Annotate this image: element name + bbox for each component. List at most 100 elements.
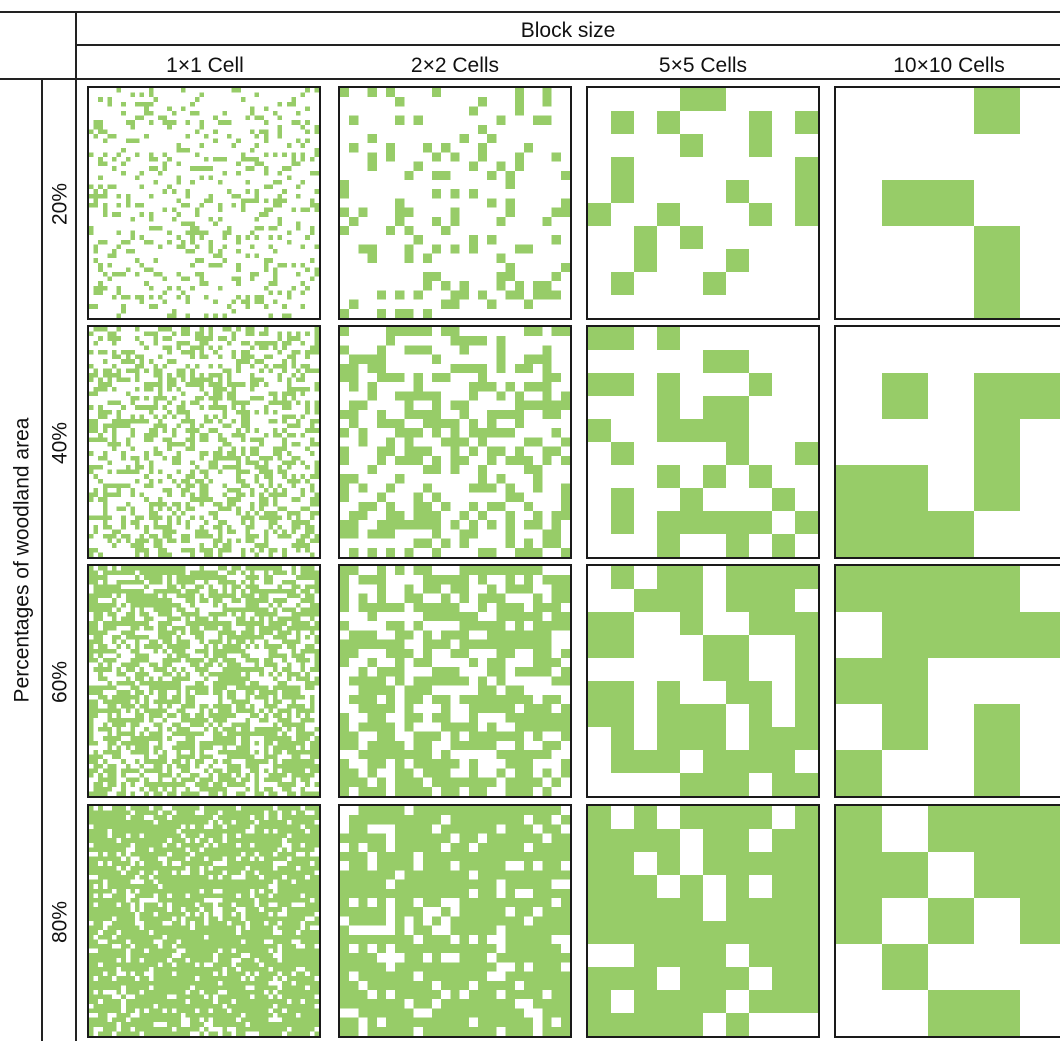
woodland-block [314,602,319,608]
woodland-block [130,428,135,433]
woodland-block [505,180,515,190]
woodland-block [795,727,818,750]
woodland-block [93,824,99,829]
woodland-block [254,584,260,589]
woodland-block [309,773,315,778]
woodland-block [144,111,149,116]
woodland-block [176,368,181,373]
woodland-block [296,727,301,732]
woodland-block [171,120,177,125]
woodland-block [496,428,506,438]
woodland-block [524,520,534,530]
woodland-block [300,598,306,603]
woodland-block [222,579,227,585]
woodland-block [273,750,278,755]
woodland-block [194,782,200,787]
woodland-block [296,722,301,727]
woodland-block [130,865,135,871]
woodland-block [116,483,122,488]
woodland-block [208,239,214,245]
woodland-block [974,612,1020,658]
woodland-block [291,690,296,695]
woodland-block [107,667,112,672]
woodland-block [102,203,108,208]
woodland-block [231,806,237,811]
woodland-block [240,478,246,484]
woodland-block [121,566,126,571]
woodland-block [89,861,94,866]
woodland-block [158,754,163,760]
woodland-block [432,713,442,723]
woodland-block [749,681,772,704]
woodland-block [533,750,543,760]
woodland-block [185,598,191,603]
woodland-block [286,713,292,718]
woodland-block [107,884,112,889]
woodland-block [176,520,181,525]
woodland-block [125,870,131,875]
woodland-block [176,212,181,217]
woodland-block [314,492,319,498]
woodland-block [135,465,140,470]
woodland-block [181,276,186,282]
woodland-block [93,763,99,769]
woodland-block [250,492,255,498]
woodland-block [250,272,255,277]
woodland-block [340,575,350,585]
woodland-block [190,898,195,903]
woodland-block [300,432,306,438]
woodland-block [222,911,227,917]
woodland-block [300,861,306,866]
woodland-block [227,134,232,139]
woodland-block [367,152,377,162]
woodland-block [296,740,301,746]
woodland-block [204,492,209,498]
woodland-block [162,699,168,704]
woodland-block [107,621,112,626]
woodland-block [148,616,154,622]
woodland-block [171,676,177,681]
woodland-block [657,511,680,534]
woodland-block [176,852,181,857]
woodland-block [102,534,108,539]
woodland-block [213,538,218,544]
woodland-block [139,92,145,98]
woodland-block [240,97,246,102]
woodland-block [89,865,94,871]
woodland-block [102,685,108,691]
woodland-block [450,327,460,337]
woodland-block [112,336,117,341]
woodland-block [250,870,255,875]
woodland-block [171,382,177,387]
woodland-block [176,750,181,755]
woodland-block [286,295,292,300]
woodland-block [162,685,168,691]
woodland-block [153,856,158,862]
woodland-block [268,791,273,796]
woodland-block [185,147,191,153]
woodland-block [542,575,552,585]
woodland-block [300,363,306,369]
woodland-block [231,589,237,594]
woodland-block [282,460,287,465]
woodland-block [190,235,195,240]
woodland-block [176,806,181,811]
woodland-block [185,713,191,718]
woodland-block [171,685,177,691]
woodland-block [153,272,158,277]
woodland-block [194,152,200,157]
woodland-block [190,722,195,727]
woodland-block [376,584,386,594]
woodland-block [245,189,250,194]
woodland-block [367,244,377,254]
woodland-block [139,184,145,190]
woodland-block [153,598,158,603]
woodland-block [190,239,195,245]
woodland-block [112,423,117,429]
woodland-block [204,295,209,300]
woodland-block [102,838,108,843]
woodland-block [181,584,186,589]
woodland-block [135,621,140,626]
woodland-block [194,621,200,626]
woodland-block [268,740,273,746]
